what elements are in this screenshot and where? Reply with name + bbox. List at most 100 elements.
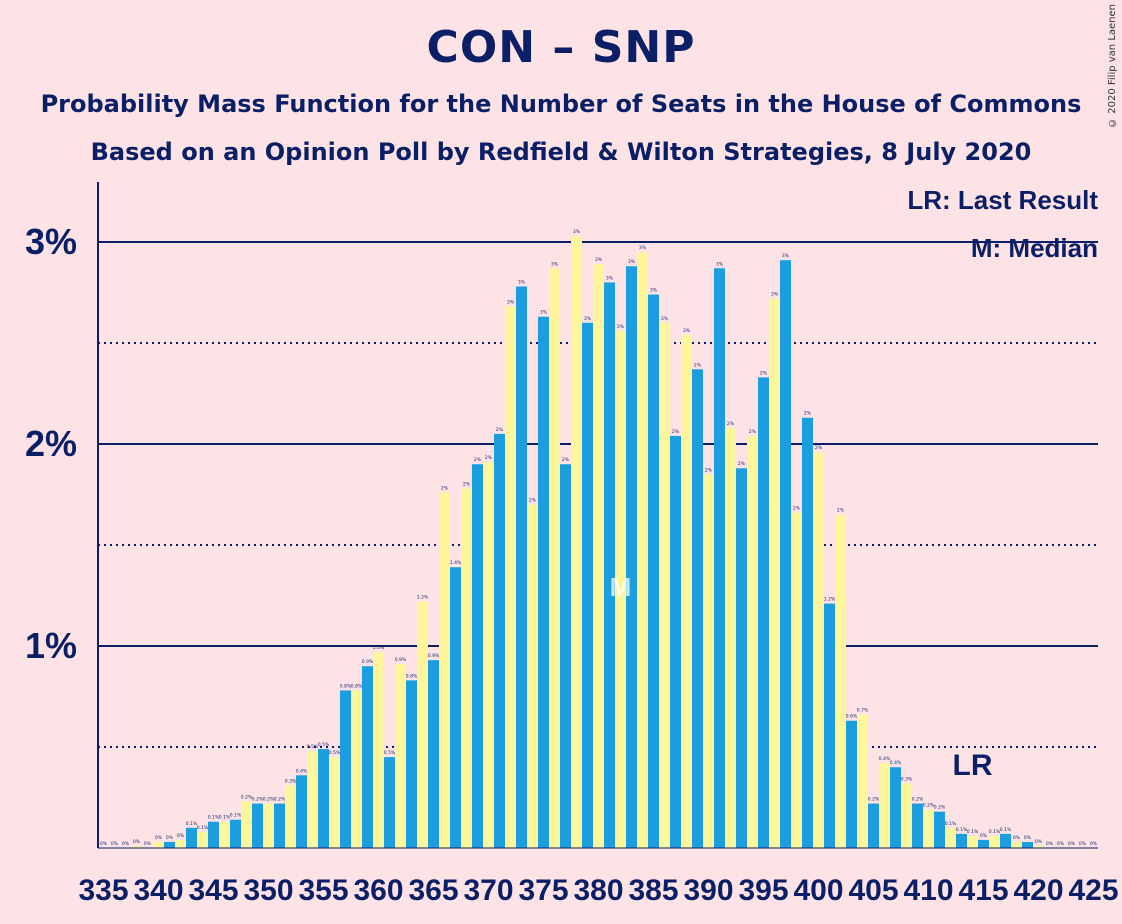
bar-value-label: 0.1% (967, 829, 979, 835)
bar-value-label: 3% (573, 229, 581, 235)
bar-value-label: 0% (111, 841, 119, 847)
bar-value-label: 2% (694, 362, 702, 368)
x-tick-label: 405 (848, 874, 898, 907)
bar-value-label: 2% (793, 506, 801, 512)
bar-value-label: 0% (1068, 841, 1076, 847)
bar-value-label: 0.9% (395, 657, 407, 663)
bar-value-label: 0% (1035, 839, 1043, 845)
bar-seat-407 (890, 767, 901, 848)
bar-value-label: 0.5% (384, 750, 396, 756)
bar-value-label: 3% (584, 316, 592, 322)
bar-seat-378 (571, 235, 582, 848)
bar-seat-399 (802, 417, 813, 848)
bar-value-label: 0% (1013, 835, 1021, 841)
bar-value-label: 3% (595, 257, 603, 263)
bar-seat-389 (692, 369, 703, 848)
x-tick-label: 400 (793, 874, 843, 907)
bar-seat-403 (846, 720, 857, 848)
bar-value-label: 0.1% (230, 813, 242, 819)
bar-seat-391 (714, 268, 725, 848)
bar-seat-351 (274, 803, 285, 848)
bar-value-label: 0.6% (846, 714, 858, 720)
bar-value-label: 0.2% (868, 797, 880, 803)
x-tick-label: 420 (1013, 874, 1063, 907)
legend: LR: Last Result M: Median (907, 185, 1098, 263)
bar-value-label: 2% (749, 429, 757, 435)
y-tick-label: 1% (25, 625, 77, 666)
x-tick-label: 410 (903, 874, 953, 907)
x-tick-label: 340 (133, 874, 183, 907)
bar-seat-380 (593, 264, 604, 849)
bar-value-label: 1.2% (824, 597, 836, 603)
bar-value-label: 0.1% (219, 815, 231, 821)
bar-seat-355 (318, 749, 329, 848)
bar-value-label: 3% (540, 310, 548, 316)
bar-value-label: 3% (650, 288, 658, 294)
bar-seat-384 (637, 252, 648, 849)
bar-seat-365 (428, 660, 439, 848)
bar-value-label: 0.2% (912, 797, 924, 803)
bar-value-label: 0.4% (879, 756, 891, 762)
x-tick-label: 425 (1068, 874, 1118, 907)
bar-seat-412 (945, 827, 956, 848)
bar-seat-342 (175, 839, 186, 848)
bar-value-label: 3% (683, 328, 691, 334)
bar-seat-398 (791, 512, 802, 848)
bar-value-label: 0% (1079, 841, 1087, 847)
last-result-marker: LR (953, 749, 993, 782)
x-tick-label: 345 (188, 874, 238, 907)
x-tick-label: 385 (628, 874, 678, 907)
bar-seat-406 (879, 763, 890, 848)
bar-seat-386 (659, 322, 670, 848)
bar-value-label: 0.9% (428, 653, 440, 659)
bar-value-label: 1.2% (417, 595, 429, 601)
bar-value-label: 0.2% (923, 803, 935, 809)
bar-seat-354 (307, 751, 318, 848)
bar-value-label: 0.1% (956, 827, 968, 833)
bar-seat-415 (978, 839, 989, 848)
bar-value-label: 3% (771, 292, 779, 298)
x-tick-label: 370 (463, 874, 513, 907)
bar-seat-343 (186, 827, 197, 848)
bar-value-label: 2% (815, 445, 823, 451)
bar-seat-366 (439, 492, 450, 848)
bar-value-label: 0.2% (274, 797, 286, 803)
bar-value-label: 3% (507, 300, 515, 306)
chart-source-line: Based on an Opinion Poll by Redfield & W… (90, 138, 1032, 166)
bar-value-label: 2% (672, 429, 680, 435)
bar-value-label: 0.1% (186, 821, 198, 827)
bar-value-label: 0.4% (890, 760, 902, 766)
x-tick-labels: 335 340 345 350 355 360 365 370 375 380 385 390 395 4… (78, 874, 1118, 907)
bar-seat-353 (296, 775, 307, 848)
bar-value-label: 2% (738, 461, 746, 467)
bar-value-label: 0.4% (296, 768, 308, 774)
y-tick-label: 3% (25, 221, 77, 262)
bar-value-label: 0.8% (406, 673, 418, 679)
bar-value-label: 0% (1046, 841, 1054, 847)
bar-value-label: 0.2% (241, 795, 253, 801)
bar-seat-416 (989, 835, 1000, 848)
bar-value-label: 0.3% (285, 778, 297, 784)
bar-seat-394 (747, 435, 758, 848)
bar-seat-417 (1000, 833, 1011, 848)
bar-value-label: 0.5% (329, 750, 341, 756)
bar-value-label: 2% (496, 427, 504, 433)
bar-seat-418 (1011, 841, 1022, 848)
bar-seat-400 (813, 452, 824, 848)
bar-seat-408 (901, 783, 912, 848)
bar-seat-405 (868, 803, 879, 848)
bar-seat-376 (549, 268, 560, 848)
bar-seat-352 (285, 785, 296, 848)
bar-seat-348 (241, 801, 252, 848)
x-tick-label: 365 (408, 874, 458, 907)
bar-value-label: 0.3% (901, 776, 913, 782)
bar-seat-347 (230, 819, 241, 848)
bar-value-label: 3% (606, 275, 614, 281)
bars (131, 235, 1044, 849)
bar-value-label: 2% (705, 467, 713, 473)
bar-value-label: 2% (837, 508, 845, 514)
bar-value-label: 3% (661, 316, 669, 322)
bar-seat-370 (483, 462, 494, 848)
bar-seat-388 (681, 334, 692, 848)
